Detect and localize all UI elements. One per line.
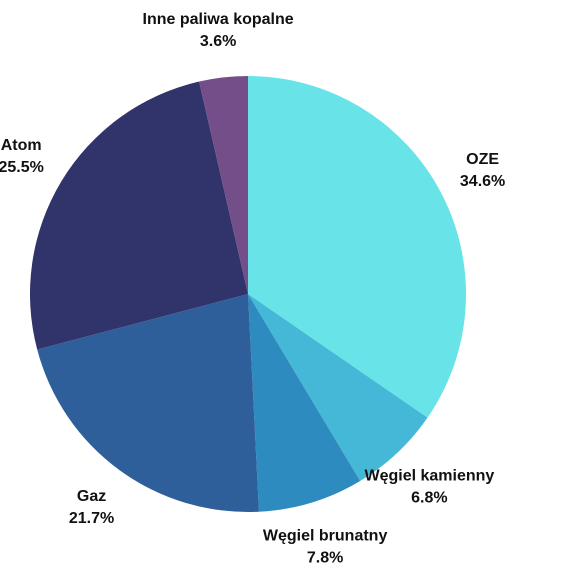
slice-value-label: 6.8% [411, 489, 447, 506]
pie-slice [37, 294, 259, 512]
slice-value-label: 34.6% [460, 173, 505, 190]
slice-value-label: 21.7% [69, 510, 114, 527]
slice-label: Gaz [77, 488, 106, 505]
slice-value-label: 3.6% [200, 33, 236, 50]
slice-label: Węgiel kamienny [364, 467, 494, 484]
pie-slice [248, 76, 466, 418]
slice-label: Inne paliwa kopalne [143, 11, 294, 28]
pie-slice [30, 81, 249, 350]
slice-label: Atom [1, 137, 42, 154]
pie-slice [199, 76, 248, 294]
slice-value-label: 7.8% [307, 550, 343, 567]
pie-slice [248, 294, 428, 481]
slice-label: Węgiel brunatny [263, 528, 388, 545]
slice-value-label: 25.5% [0, 159, 44, 176]
slice-label: OZE [466, 151, 499, 168]
pie-slice [248, 294, 361, 512]
